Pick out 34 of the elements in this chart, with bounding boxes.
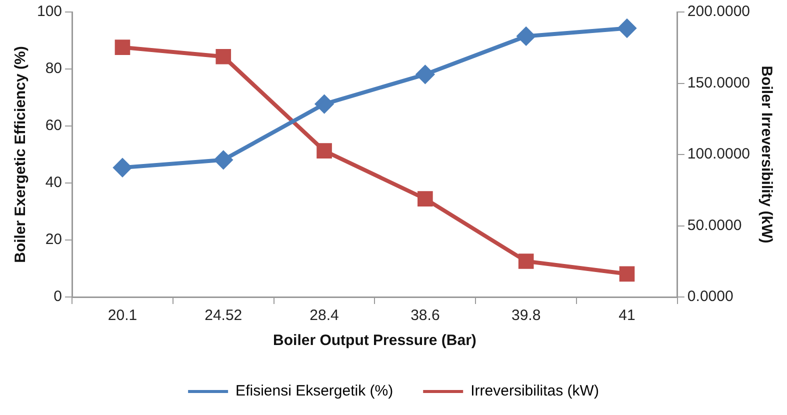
x-axis-title: Boiler Output Pressure (Bar) <box>273 332 476 350</box>
x-tick-label: 38.6 <box>410 307 440 324</box>
point <box>315 95 334 114</box>
legend-label: Irreversibilitas (kW) <box>470 382 599 400</box>
y2-tick-label: 100.0000 <box>687 146 750 163</box>
point <box>216 48 232 64</box>
point <box>316 143 332 158</box>
x-tick-label: 39.8 <box>511 307 541 324</box>
point <box>113 158 132 177</box>
y-tick-label: 100 <box>36 3 62 20</box>
point <box>418 191 433 206</box>
point <box>518 254 534 269</box>
y-tick-label: 60 <box>45 117 62 134</box>
point <box>618 19 636 38</box>
x-tick-label: 41 <box>618 307 636 324</box>
x-tick-label: 20.1 <box>108 307 138 324</box>
point <box>214 150 232 169</box>
y-tick-label: 0 <box>54 288 62 306</box>
point <box>114 40 130 55</box>
y-axis-title: Boiler Exergetic Efficiency (%) <box>12 46 30 263</box>
y-tick-label: 20 <box>45 231 62 248</box>
y2-axis-title: Boiler Irreversibility (kW) <box>758 66 775 244</box>
point <box>517 27 536 46</box>
y-tick-label: 80 <box>45 60 62 78</box>
legend-label: Efisiensi Eksergetik (%) <box>236 382 394 400</box>
x-tick-label: 28.4 <box>310 307 339 324</box>
point <box>619 266 635 282</box>
x-tick-label: 24.52 <box>204 307 242 324</box>
y2-tick-label: 200.0000 <box>687 3 750 20</box>
y2-tick-label: 50.0000 <box>687 216 742 234</box>
y-tick-label: 40 <box>45 174 62 192</box>
y2-tick-label: 150.0000 <box>687 74 750 92</box>
point <box>416 65 434 84</box>
y2-tick-label: 0.0000 <box>687 288 734 306</box>
